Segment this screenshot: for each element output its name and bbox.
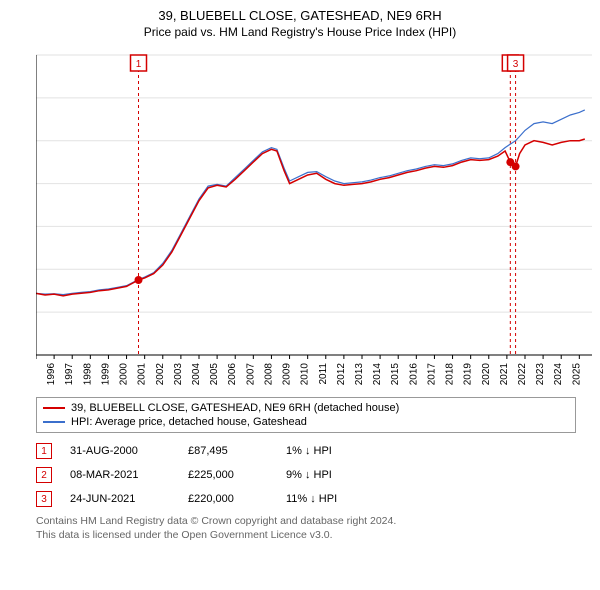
svg-text:1997: 1997 (64, 363, 75, 386)
svg-text:3: 3 (513, 59, 519, 70)
legend-swatch-hpi (43, 421, 65, 423)
page-subtitle: Price paid vs. HM Land Registry's House … (10, 25, 590, 39)
legend-item: HPI: Average price, detached house, Gate… (43, 415, 569, 429)
svg-text:2006: 2006 (227, 363, 238, 386)
svg-text:2011: 2011 (318, 363, 329, 385)
legend: 39, BLUEBELL CLOSE, GATESHEAD, NE9 6RH (… (36, 397, 576, 433)
svg-text:2016: 2016 (408, 363, 419, 386)
svg-text:2009: 2009 (282, 363, 293, 386)
sale-marker-icon: 3 (36, 491, 52, 507)
svg-text:2015: 2015 (390, 363, 401, 386)
svg-text:1: 1 (136, 59, 142, 70)
svg-text:2017: 2017 (426, 363, 437, 386)
svg-text:2000: 2000 (119, 363, 130, 386)
page-title: 39, BLUEBELL CLOSE, GATESHEAD, NE9 6RH (10, 8, 590, 23)
svg-text:1996: 1996 (46, 363, 57, 386)
attribution: Contains HM Land Registry data © Crown c… (36, 515, 590, 542)
sale-delta: 11% ↓ HPI (286, 493, 396, 505)
attribution-line: Contains HM Land Registry data © Crown c… (36, 515, 590, 529)
svg-text:2018: 2018 (445, 363, 456, 386)
chart-svg: £0£50K£100K£150K£200K£250K£300K£350K1231… (36, 49, 596, 389)
sale-date: 08-MAR-2021 (70, 469, 170, 481)
svg-text:2010: 2010 (300, 363, 311, 386)
sale-date: 24-JUN-2021 (70, 493, 170, 505)
svg-text:2002: 2002 (155, 363, 166, 386)
svg-text:2001: 2001 (137, 363, 148, 386)
svg-text:2022: 2022 (517, 363, 528, 386)
svg-text:2020: 2020 (481, 363, 492, 386)
svg-text:2014: 2014 (372, 363, 383, 386)
sale-delta: 9% ↓ HPI (286, 469, 396, 481)
svg-text:2007: 2007 (245, 363, 256, 386)
legend-label: 39, BLUEBELL CLOSE, GATESHEAD, NE9 6RH (… (71, 402, 399, 414)
sale-marker-icon: 2 (36, 467, 52, 483)
svg-text:2021: 2021 (499, 363, 510, 386)
svg-text:2003: 2003 (173, 363, 184, 386)
legend-swatch-property (43, 407, 65, 409)
svg-text:2023: 2023 (535, 363, 546, 386)
sale-row: 1 31-AUG-2000 £87,495 1% ↓ HPI (36, 439, 576, 463)
sale-price: £225,000 (188, 469, 268, 481)
sale-price: £220,000 (188, 493, 268, 505)
title-block: 39, BLUEBELL CLOSE, GATESHEAD, NE9 6RH P… (0, 0, 600, 43)
svg-text:2019: 2019 (463, 363, 474, 386)
sale-delta: 1% ↓ HPI (286, 445, 396, 457)
sale-date: 31-AUG-2000 (70, 445, 170, 457)
svg-text:2005: 2005 (209, 363, 220, 386)
svg-text:2024: 2024 (553, 363, 564, 386)
attribution-line: This data is licensed under the Open Gov… (36, 529, 590, 543)
legend-label: HPI: Average price, detached house, Gate… (71, 416, 307, 428)
svg-text:2013: 2013 (354, 363, 365, 386)
svg-text:2012: 2012 (336, 363, 347, 386)
legend-item: 39, BLUEBELL CLOSE, GATESHEAD, NE9 6RH (… (43, 401, 569, 415)
svg-text:2025: 2025 (571, 363, 582, 386)
sale-row: 3 24-JUN-2021 £220,000 11% ↓ HPI (36, 487, 576, 511)
price-chart: £0£50K£100K£150K£200K£250K£300K£350K1231… (36, 49, 596, 389)
svg-text:1999: 1999 (100, 363, 111, 386)
sale-price: £87,495 (188, 445, 268, 457)
svg-text:1998: 1998 (82, 363, 93, 386)
sales-table: 1 31-AUG-2000 £87,495 1% ↓ HPI 2 08-MAR-… (36, 439, 576, 511)
svg-text:1995: 1995 (36, 363, 39, 386)
sale-row: 2 08-MAR-2021 £225,000 9% ↓ HPI (36, 463, 576, 487)
svg-text:2004: 2004 (191, 363, 202, 386)
sale-marker-icon: 1 (36, 443, 52, 459)
svg-text:2008: 2008 (263, 363, 274, 386)
